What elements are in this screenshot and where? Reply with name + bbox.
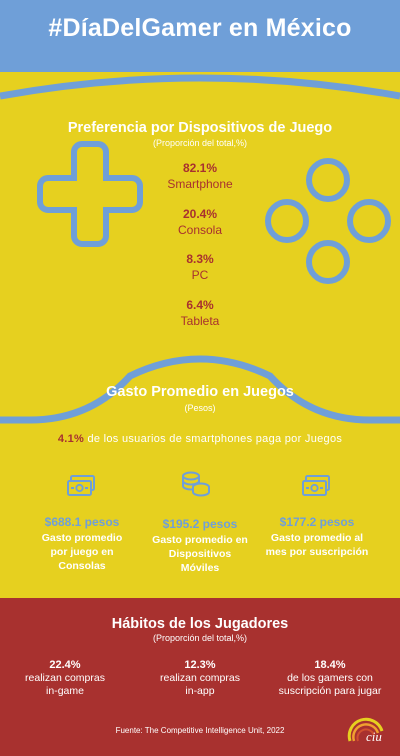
cash-icon [302, 475, 330, 496]
spend-desc-line: Gasto promedio en [152, 534, 248, 546]
button-left-icon [265, 199, 309, 243]
spend-consoles: $688.1 pesos Gasto promedio por juego en… [22, 515, 142, 573]
dpad-icon [37, 141, 143, 247]
device-pct: 6.4% [186, 298, 214, 312]
cash-icon [67, 475, 95, 496]
logo-text: ciu [366, 729, 382, 744]
device-label: Consola [177, 223, 223, 237]
habit-desc-line: suscripción para jugar [278, 685, 382, 697]
habit-desc-line: realizan compras [160, 672, 240, 684]
controller-bottom-arc [0, 355, 400, 424]
habit-in-app: 12.3% realizan compras in-app [135, 659, 265, 698]
habit-subscription: 18.4% de los gamers con suscripción para… [262, 659, 398, 698]
habit-desc-line: realizan compras [25, 672, 105, 684]
habit-in-game: 22.4% realizan compras in-game [0, 659, 130, 698]
devices-title: Preferencia por Dispositivos de Juego [67, 120, 333, 136]
spend-subscription: $177.2 pesos Gasto promedio al mes por s… [257, 515, 377, 559]
device-pct: 82.1% [182, 161, 218, 175]
page-title: #DíaDelGamer en México [48, 14, 352, 42]
device-stat-console: 20.4% Consola [100, 207, 300, 237]
devices-subtitle: (Proporción del total,%) [152, 138, 248, 148]
device-stat-tablet: 6.4% Tableta [100, 298, 300, 328]
spending-subtitle: (Pesos) [184, 403, 216, 413]
habits-subtitle: (Proporción del total,%) [152, 633, 248, 643]
button-right-icon [347, 199, 391, 243]
source-note: Fuente: The Competitive Intelligence Uni… [115, 726, 285, 735]
habit-pct: 12.3% [184, 659, 216, 671]
coins-icon [182, 471, 210, 497]
header-banner: #DíaDelGamer en México [0, 0, 400, 72]
device-label: Tableta [180, 314, 220, 328]
spend-desc-line: mes por suscripción [265, 546, 369, 558]
spend-desc-line: Dispositivos [168, 548, 232, 560]
button-top-icon [306, 158, 350, 202]
habit-desc-line: de los gamers con [287, 672, 373, 684]
habits-title: Hábitos de los Jugadores [111, 616, 289, 632]
spend-desc-line: Móviles [180, 562, 220, 574]
device-stat-pc: 8.3% PC [100, 252, 300, 282]
note-pct: 4.1% [57, 433, 85, 445]
ciu-logo: ciu [347, 717, 384, 744]
device-label: PC [191, 268, 209, 282]
device-label: Smartphone [167, 177, 233, 191]
device-pct: 8.3% [186, 252, 214, 266]
spend-amount: $195.2 pesos [162, 517, 238, 531]
button-bottom-icon [306, 240, 350, 284]
spend-desc-line: Gasto promedio al [270, 532, 364, 544]
spend-desc-line: Gasto promedio [41, 532, 123, 544]
gamepad-decoration [0, 74, 400, 424]
note-text: de los usuarios de smartphones paga por … [84, 433, 343, 445]
habit-desc-line: in-game [46, 685, 84, 697]
spend-amount: $688.1 pesos [44, 515, 120, 529]
spend-desc-line: Consolas [58, 560, 106, 572]
habits-panel [0, 598, 400, 756]
spending-title: Gasto Promedio en Juegos [106, 384, 294, 400]
habit-pct: 18.4% [314, 659, 346, 671]
spend-desc-line: por juego en [50, 546, 114, 558]
habit-pct: 22.4% [49, 659, 81, 671]
smartphone-pay-note: 4.1% de los usuarios de smartphones paga… [0, 433, 400, 445]
device-stat-smartphone: 82.1% Smartphone [100, 161, 300, 191]
device-pct: 20.4% [182, 207, 218, 221]
spend-mobile: $195.2 pesos Gasto promedio en Dispositi… [140, 517, 260, 575]
spend-amount: $177.2 pesos [279, 515, 355, 529]
controller-top-arc [0, 74, 400, 100]
habit-desc-line: in-app [185, 685, 215, 697]
